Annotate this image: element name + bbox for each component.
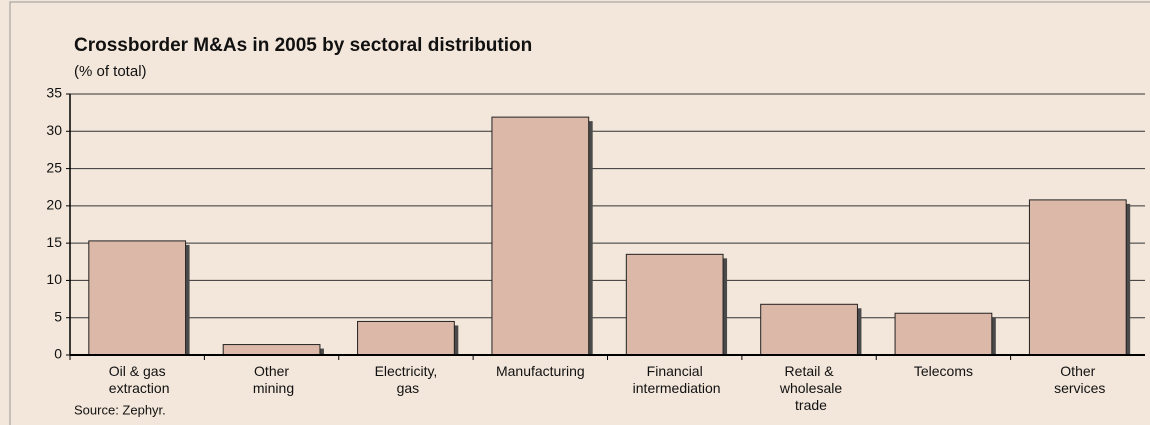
- bar: [491, 116, 590, 356]
- y-tick-label: 20: [46, 197, 62, 213]
- x-tick-label: Telecoms: [914, 363, 973, 379]
- bar: [894, 312, 993, 356]
- y-tick-label: 0: [54, 346, 62, 362]
- bar: [1028, 199, 1127, 356]
- chart-subtitle: (% of total): [74, 63, 147, 80]
- x-tick-label: Financial intermediation: [629, 363, 721, 396]
- bar: [760, 303, 858, 356]
- bar: [357, 320, 455, 356]
- bar: [222, 344, 321, 356]
- y-tick-label: 30: [46, 122, 62, 138]
- y-tick-label: 10: [46, 271, 62, 287]
- x-tick-label: Retail & wholesale trade: [776, 363, 842, 413]
- chart-title: Crossborder M&As in 2005 by sectoral dis…: [74, 35, 532, 56]
- y-tick-label: 35: [46, 85, 62, 101]
- x-tick-label: Manufacturing: [496, 363, 585, 379]
- source-note: Source: Zephyr.: [74, 402, 166, 417]
- y-tick-label: 15: [46, 234, 62, 250]
- x-tick-label: Oil & gas extraction: [105, 363, 170, 396]
- bar: [88, 240, 187, 356]
- y-tick-label: 25: [46, 159, 62, 175]
- x-tick-label: Other services: [1050, 363, 1105, 396]
- x-tick-label: Other mining: [249, 363, 294, 396]
- frame: [9, 1, 1150, 425]
- bar: [625, 253, 724, 356]
- x-tick-label: Electricity, gas: [375, 363, 438, 396]
- y-tick-label: 5: [54, 308, 62, 324]
